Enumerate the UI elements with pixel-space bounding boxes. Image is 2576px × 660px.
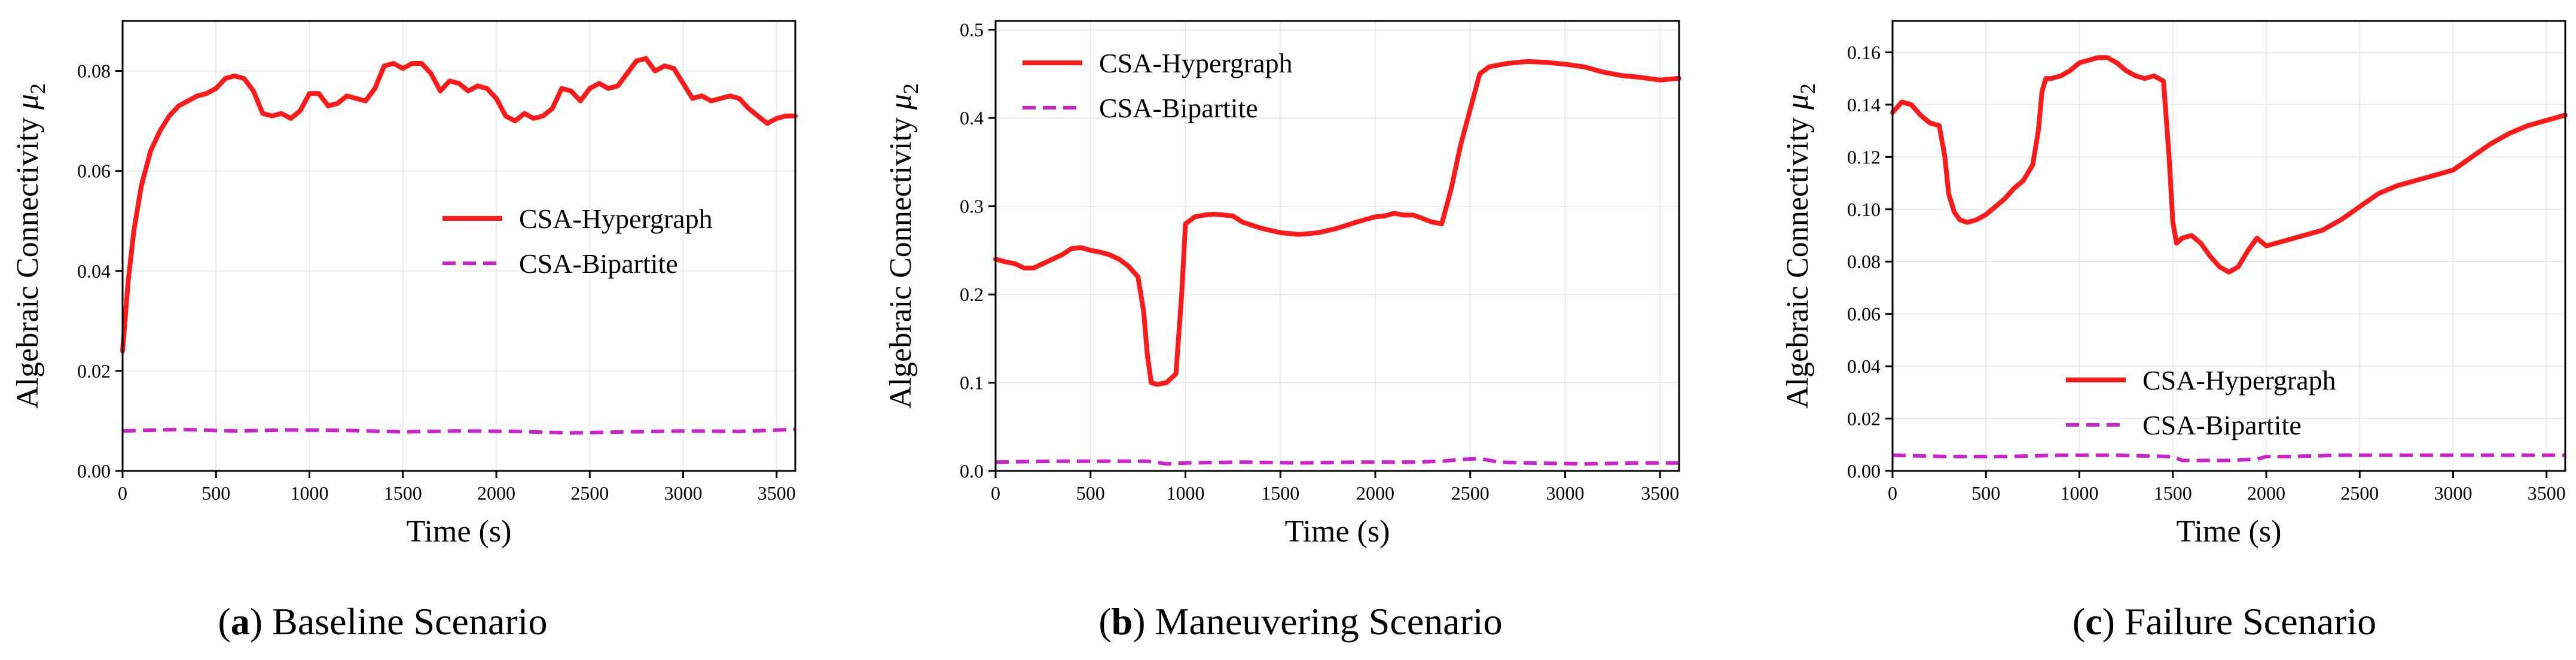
y-tick-label: 0.0	[960, 460, 984, 482]
x-tick-label: 2000	[477, 482, 515, 504]
panel-caption: (c) Failure Scenario	[2073, 600, 2376, 643]
y-axis-label-main: Algebraic Connectivity	[11, 110, 45, 409]
x-axis-label: Time (s)	[407, 515, 512, 549]
y-axis-label-symbol: μ	[11, 94, 45, 110]
legend-label: CSA-Bipartite	[519, 248, 678, 279]
caption-paren-open: (	[1098, 600, 1111, 643]
y-tick-label: 0.10	[1847, 199, 1881, 220]
y-tick-label: 0.14	[1847, 94, 1881, 115]
axes-frame	[121, 20, 796, 472]
x-axis-label: Time (s)	[1285, 515, 1390, 549]
series-line-csa-hypergraph	[120, 56, 798, 354]
x-tick-label: 1500	[2154, 482, 2192, 504]
caption-paren-close: )	[250, 600, 272, 643]
y-tick-label: 0.06	[77, 160, 111, 182]
y-tick-label: 0.04	[77, 260, 111, 282]
y-tick-label: 0.4	[960, 107, 984, 129]
y-axis-label-symbol: μ	[884, 94, 918, 110]
x-tick-label: 3500	[2528, 482, 2566, 504]
legend-label: CSA-Hypergraph	[1099, 48, 1293, 78]
panel-c: 0 500 1000 1500 2000 2500 3000 3500 0.00 0.02 0.04…	[1781, 20, 2568, 643]
caption-letter: a	[231, 600, 250, 643]
series-line-csa-bipartite	[995, 457, 1679, 466]
caption-letter: c	[2085, 600, 2102, 643]
x-tick-label: 0	[118, 482, 127, 504]
x-tick-label: 2000	[2247, 482, 2285, 504]
x-tick-label: 1500	[1261, 482, 1299, 504]
caption-paren-close: )	[2102, 600, 2125, 643]
grid	[122, 21, 795, 472]
y-axis-label-symbol: μ	[1781, 94, 1815, 110]
x-tick-label: 500	[1076, 482, 1105, 504]
legend-label: CSA-Hypergraph	[2142, 365, 2336, 396]
y-tick-label: 0.06	[1847, 303, 1881, 325]
panel-caption: (a) Baseline Scenario	[218, 600, 548, 643]
series-line-csa-bipartite	[122, 427, 796, 435]
y-tick-label: 0.00	[1847, 460, 1881, 482]
x-axis-label: Time (s)	[2177, 515, 2282, 549]
panel-a: 0 500 1000 1500 2000 2500 3000 3500 0.00 0.02 0.04…	[11, 20, 798, 643]
y-tick-label: 0.04	[1847, 355, 1881, 377]
y-tick-label: 0.08	[1847, 251, 1881, 272]
x-tick-label: 2000	[1356, 482, 1394, 504]
x-tick-label: 1000	[291, 482, 329, 504]
legend: CSA-Hypergraph CSA-Bipartite	[2066, 365, 2336, 440]
panel-b: 0 500 1000 1500 2000 2500 3000 3500 0.0 0.1 0.2 0.3…	[884, 19, 1681, 643]
caption-text: Maneuvering Scenario	[1155, 600, 1503, 643]
y-tick-label: 0.1	[960, 372, 984, 394]
y-tick-label: 0.08	[77, 60, 111, 82]
legend-label: CSA-Hypergraph	[519, 203, 713, 234]
x-tick-label: 3500	[758, 482, 796, 504]
y-tick-label: 0.02	[77, 360, 111, 382]
legend-label: CSA-Bipartite	[2142, 410, 2302, 440]
x-tick-label: 1000	[2061, 482, 2099, 504]
caption-paren-open: (	[2073, 600, 2085, 643]
y-tick-label: 0.00	[77, 460, 111, 482]
y-tick-label: 0.2	[960, 284, 984, 305]
x-tick-label: 3000	[2434, 482, 2473, 504]
axes-frame	[1891, 20, 2566, 472]
legend: CSA-Hypergraph CSA-Bipartite	[1023, 48, 1293, 123]
legend: CSA-Hypergraph CSA-Bipartite	[442, 203, 713, 279]
y-axis-label: Algebraic Connectivity μ2	[1781, 83, 1820, 409]
x-tick-label: 3000	[1546, 482, 1585, 504]
caption-text: Failure Scenario	[2125, 600, 2376, 643]
legend-label: CSA-Bipartite	[1099, 93, 1258, 123]
x-tick-label: 3000	[664, 482, 703, 504]
y-axis-label-subscript: 2	[26, 83, 50, 94]
y-tick-label: 0.12	[1847, 146, 1881, 168]
y-axis-label-main: Algebraic Connectivity	[884, 110, 918, 409]
grid	[995, 21, 1679, 472]
y-axis-label: Algebraic Connectivity μ2	[884, 83, 923, 409]
series-line-csa-hypergraph	[1890, 55, 2568, 275]
grid	[1892, 21, 2565, 472]
x-tick-label: 1500	[384, 482, 422, 504]
x-tick-label: 2500	[1451, 482, 1490, 504]
y-tick-label: 0.16	[1847, 41, 1881, 63]
y-tick-label: 0.02	[1847, 408, 1881, 430]
caption-text: Baseline Scenario	[272, 600, 547, 643]
y-axis-label-subscript: 2	[1796, 83, 1820, 94]
x-tick-label: 500	[202, 482, 230, 504]
axes-frame	[994, 20, 1680, 472]
x-tick-label: 0	[1888, 482, 1897, 504]
series-line-csa-bipartite	[1892, 453, 2565, 463]
series-line-csa-hypergraph	[993, 59, 1681, 387]
panel-caption: (b) Maneuvering Scenario	[1098, 600, 1502, 643]
caption-paren-close: )	[1133, 600, 1155, 643]
x-tick-label: 2500	[570, 482, 609, 504]
x-tick-label: 500	[1971, 482, 2000, 504]
x-tick-label: 3500	[1641, 482, 1679, 504]
y-tick-label: 0.3	[960, 196, 984, 217]
y-tick-label: 0.5	[960, 19, 984, 41]
x-tick-label: 2500	[2340, 482, 2379, 504]
caption-paren-open: (	[218, 600, 231, 643]
caption-letter: b	[1112, 600, 1133, 643]
x-tick-label: 0	[991, 482, 1000, 504]
x-tick-label: 1000	[1167, 482, 1205, 504]
y-axis-label: Algebraic Connectivity μ2	[11, 83, 50, 409]
y-axis-label-main: Algebraic Connectivity	[1781, 110, 1815, 409]
y-axis-label-subscript: 2	[899, 83, 923, 94]
